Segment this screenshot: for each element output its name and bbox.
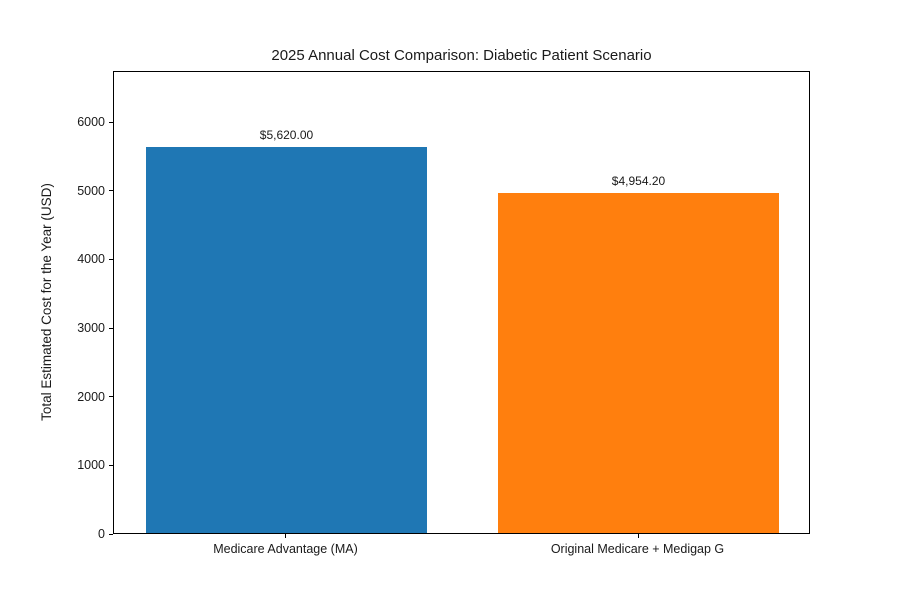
y-tick-label-6000: 6000 — [77, 115, 105, 130]
y-tick-label-5000: 5000 — [77, 183, 105, 198]
y-tick-label-2000: 2000 — [77, 389, 105, 404]
bar-value-label-0: $5,620.00 — [259, 128, 314, 143]
x-tick-label-1: Original Medicare + Medigap G — [550, 542, 725, 556]
y-tick-mark-5000 — [109, 190, 113, 192]
bar-0 — [145, 147, 428, 533]
bar-1 — [497, 192, 780, 533]
y-tick-mark-2000 — [109, 396, 113, 398]
y-tick-mark-1000 — [109, 464, 113, 466]
y-tick-label-3000: 3000 — [77, 321, 105, 336]
y-axis-label: Total Estimated Cost for the Year (USD) — [39, 183, 54, 421]
x-tick-mark-1 — [637, 534, 639, 538]
y-tick-label-0: 0 — [98, 527, 105, 541]
y-tick-mark-6000 — [109, 121, 113, 123]
x-tick-mark-0 — [285, 534, 287, 538]
y-tick-label-1000: 1000 — [77, 458, 105, 473]
y-tick-label-4000: 4000 — [77, 252, 105, 267]
plot-area: $5,620.00 $4,954.20 — [113, 71, 810, 534]
y-tick-mark-0 — [109, 533, 113, 535]
y-tick-mark-4000 — [109, 258, 113, 260]
bar-value-label-1: $4,954.20 — [611, 173, 666, 188]
y-tick-mark-3000 — [109, 327, 113, 329]
x-tick-label-0: Medicare Advantage (MA) — [213, 542, 358, 556]
chart-title: 2025 Annual Cost Comparison: Diabetic Pa… — [271, 47, 652, 64]
